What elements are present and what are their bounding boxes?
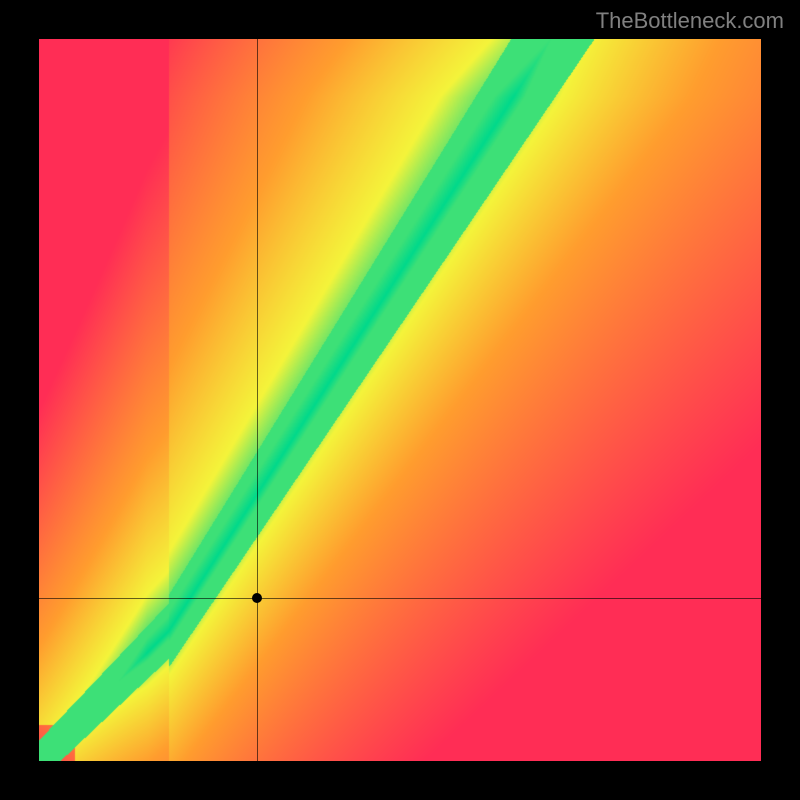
- crosshair-vertical: [257, 39, 258, 761]
- plot-area: [39, 39, 761, 761]
- crosshair-dot: [252, 593, 262, 603]
- watermark: TheBottleneck.com: [596, 8, 784, 34]
- crosshair-horizontal: [39, 598, 761, 599]
- heatmap-canvas: [39, 39, 761, 761]
